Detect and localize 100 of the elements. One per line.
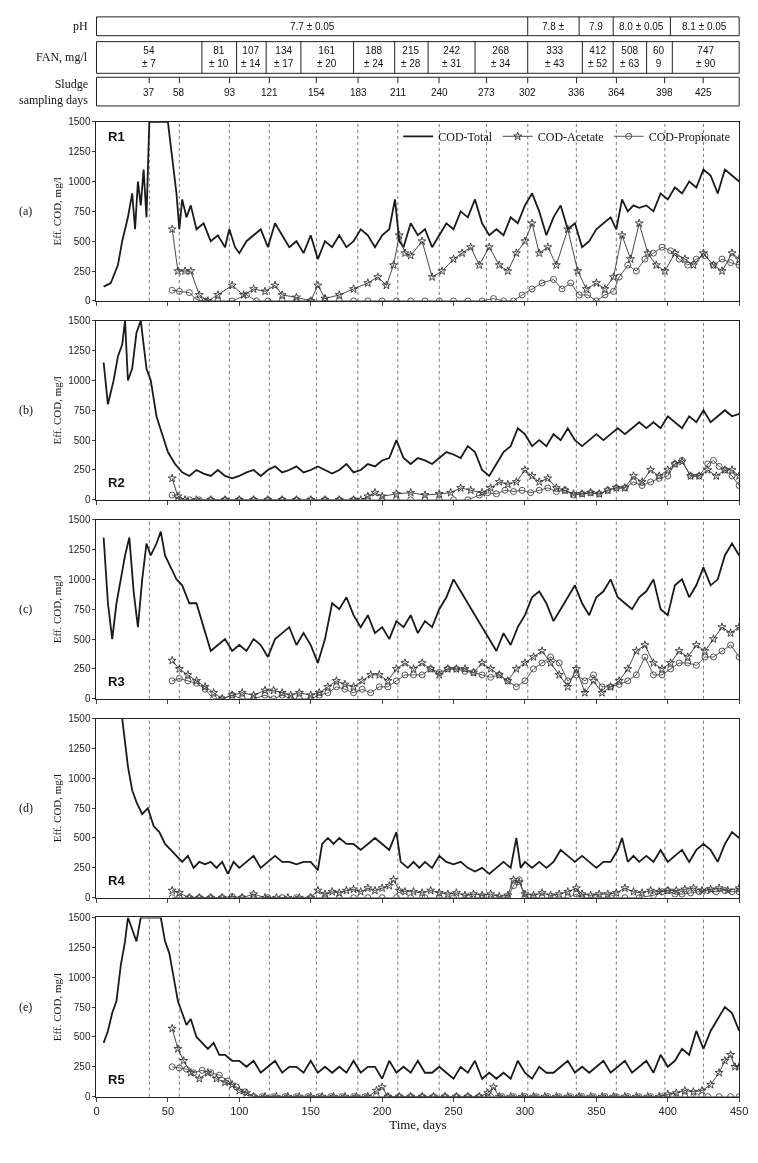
text: 7.8 ± xyxy=(542,21,565,32)
annotation: R1 xyxy=(108,129,125,144)
text: 268 ± 34 xyxy=(491,45,511,69)
y-tick-label: 250 xyxy=(73,265,91,277)
text: 412 ± 52 xyxy=(588,45,608,69)
legend-label: COD-Acetate xyxy=(537,129,604,144)
x-tick-label: 0 xyxy=(93,1104,100,1117)
y-tick-label: 1500 xyxy=(68,713,91,725)
text: 273 xyxy=(478,87,496,98)
text: 425 xyxy=(695,87,713,98)
legend-label: COD-Propionate xyxy=(648,129,731,144)
y-axis-title: Eff. COD, mg/l xyxy=(50,575,63,644)
y-tick-label: 0 xyxy=(84,892,91,904)
text: 7.9 xyxy=(589,21,604,32)
y-tick-label: 1250 xyxy=(68,146,91,158)
text: 183 xyxy=(350,87,368,98)
annotation: R5 xyxy=(108,1072,125,1087)
y-axis-title: Eff. COD, mg/l xyxy=(50,972,63,1042)
x-tick-label: 300 xyxy=(515,1104,535,1117)
text: 54 ± 7 xyxy=(142,45,157,69)
x-tick-label: 350 xyxy=(587,1104,606,1117)
y-axis-title: Eff. COD, mg/l xyxy=(50,177,63,246)
legend-label: COD-Total xyxy=(438,129,493,144)
y-tick-label: 0 xyxy=(84,494,91,506)
text: FAN, mg/l xyxy=(36,50,88,64)
y-axis-title: Eff. COD, mg/l xyxy=(50,376,63,445)
text: 8.1 ± 0.05 xyxy=(682,21,727,32)
y-tick-label: 1000 xyxy=(68,772,91,784)
x-tick-label: 250 xyxy=(444,1104,463,1117)
y-tick-label: 1000 xyxy=(68,971,91,983)
y-tick-label: 1000 xyxy=(68,374,91,386)
text: 336 xyxy=(568,87,586,98)
text: (e) xyxy=(19,1000,33,1014)
y-tick-label: 500 xyxy=(73,235,91,247)
y-tick-label: 0 xyxy=(84,693,91,705)
y-tick-label: 250 xyxy=(73,1061,91,1073)
text: 7.7 ± 0.05 xyxy=(290,21,335,32)
y-tick-label: 0 xyxy=(84,295,91,307)
y-tick-label: 250 xyxy=(73,663,91,675)
y-tick-label: 1500 xyxy=(68,514,91,526)
y-tick-label: 0 xyxy=(84,1091,91,1103)
y-tick-label: 500 xyxy=(73,434,91,446)
annotation: R2 xyxy=(108,475,125,490)
text: 37 xyxy=(143,87,155,98)
text: 134 ± 17 xyxy=(274,45,294,69)
text: 333 ± 43 xyxy=(545,45,565,69)
annotation: R3 xyxy=(108,674,125,689)
text: 121 xyxy=(261,87,279,98)
y-tick-label: 1500 xyxy=(68,912,91,923)
text: 211 xyxy=(390,87,407,98)
text: 240 xyxy=(431,87,449,98)
y-tick-label: 750 xyxy=(73,603,91,615)
text: (d) xyxy=(19,801,33,815)
y-tick-label: 1000 xyxy=(68,573,91,585)
x-tick-label: 100 xyxy=(230,1104,249,1117)
y-tick-label: 500 xyxy=(73,633,91,645)
y-tick-label: 750 xyxy=(73,802,91,814)
y-tick-label: 1250 xyxy=(68,345,91,357)
text: (c) xyxy=(19,602,33,616)
text: Sludge sampling days xyxy=(19,77,89,107)
text: (a) xyxy=(19,204,33,218)
x-tick-label: 200 xyxy=(372,1104,392,1117)
text: 161 ± 20 xyxy=(317,45,337,69)
text: 107 ± 14 xyxy=(241,45,261,69)
x-tick-label: 50 xyxy=(161,1104,175,1117)
text: 81 ± 10 xyxy=(209,45,229,69)
text: 58 xyxy=(173,87,185,98)
text: pH xyxy=(73,19,88,33)
text: (b) xyxy=(19,403,33,417)
text: 242 ± 31 xyxy=(442,45,462,69)
text: 215 ± 28 xyxy=(401,45,421,69)
text: 188 ± 24 xyxy=(364,45,384,69)
x-axis-title: Time, days xyxy=(389,1117,447,1133)
y-tick-label: 1250 xyxy=(68,544,91,555)
text: 508 ± 63 xyxy=(620,45,640,69)
y-tick-label: 1500 xyxy=(68,116,91,128)
y-tick-label: 750 xyxy=(73,404,91,416)
text: 154 xyxy=(308,87,326,98)
text: 398 xyxy=(656,87,674,98)
y-tick-label: 750 xyxy=(73,1001,91,1013)
y-tick-label: 750 xyxy=(73,205,91,217)
y-tick-label: 500 xyxy=(73,1031,91,1043)
text: 93 xyxy=(224,87,236,98)
y-tick-label: 500 xyxy=(73,832,91,844)
y-tick-label: 1250 xyxy=(68,941,91,953)
text: 302 xyxy=(519,87,537,98)
text: 364 xyxy=(608,87,626,98)
text: 747 ± 90 xyxy=(696,45,716,69)
y-tick-label: 1500 xyxy=(68,315,91,327)
x-tick-label: 150 xyxy=(301,1104,320,1117)
y-axis-title: Eff. COD, mg/l xyxy=(50,774,63,843)
text: 8.0 ± 0.05 xyxy=(619,21,664,32)
text: 60 9 xyxy=(653,45,665,69)
x-tick-label: 450 xyxy=(729,1104,749,1117)
y-tick-label: 1000 xyxy=(68,176,91,187)
y-tick-label: 250 xyxy=(73,862,91,874)
y-tick-label: 250 xyxy=(73,464,91,476)
x-tick-label: 400 xyxy=(658,1104,677,1117)
y-tick-label: 1250 xyxy=(68,742,91,754)
annotation: R4 xyxy=(108,873,126,888)
